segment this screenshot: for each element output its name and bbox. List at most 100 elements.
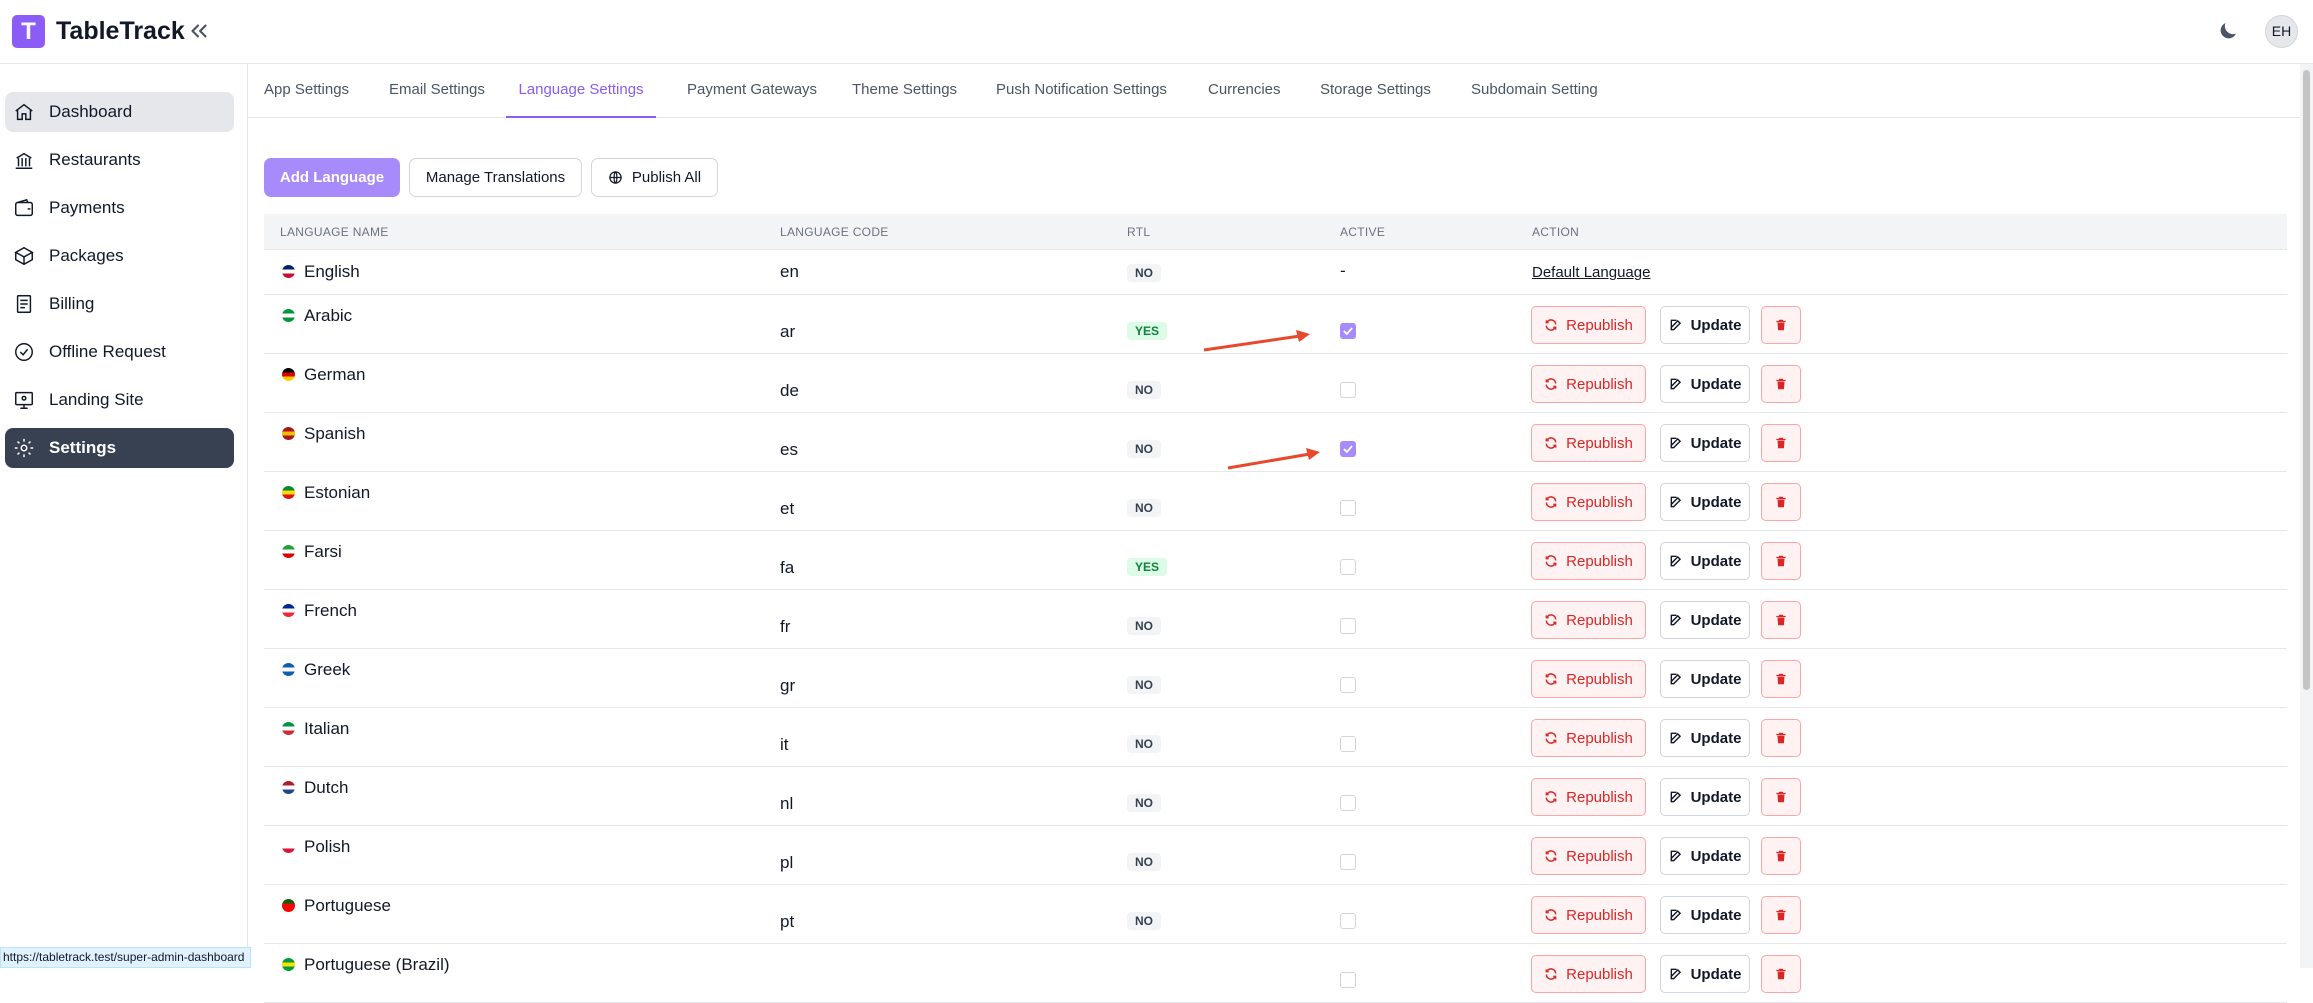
update-button[interactable]: Update	[1660, 955, 1750, 993]
publish-all-label: Publish All	[631, 169, 702, 186]
page-scrollbar[interactable]	[2300, 64, 2313, 968]
delete-button[interactable]	[1761, 837, 1801, 875]
language-name: Greek	[304, 660, 351, 679]
update-button[interactable]: Update	[1660, 719, 1750, 757]
republish-label: Republish	[1566, 493, 1633, 511]
default-language-link[interactable]: Default Language	[1532, 264, 1651, 281]
status-bar-url: https://tabletrack.test/super-admin-dash…	[0, 947, 252, 968]
rtl-badge: YES	[1127, 558, 1168, 576]
edit-icon	[1670, 555, 1681, 567]
delete-button[interactable]	[1761, 601, 1801, 639]
sidebar-item-packages[interactable]: Packages	[5, 236, 234, 276]
republish-button[interactable]: Republish	[1531, 365, 1646, 403]
scrollbar-thumb[interactable]	[2303, 70, 2310, 690]
sidebar-item-landing-site[interactable]: Landing Site	[5, 380, 234, 420]
publish-all-button[interactable]: Publish All	[591, 158, 718, 197]
sidebar-item-restaurants[interactable]: Restaurants	[5, 140, 234, 180]
tab-currencies[interactable]: Currencies	[1208, 81, 1281, 98]
republish-button[interactable]: Republish	[1531, 306, 1646, 344]
active-checkbox[interactable]	[1340, 913, 1356, 929]
edit-icon	[1670, 850, 1681, 862]
edit-icon	[1670, 968, 1681, 980]
active-checkbox[interactable]	[1340, 677, 1356, 693]
delete-button[interactable]	[1761, 365, 1801, 403]
trash-icon	[1776, 496, 1786, 508]
rtl-badge: NO	[1127, 440, 1161, 458]
republish-button[interactable]: Republish	[1531, 542, 1646, 580]
sidebar-item-label: Billing	[49, 294, 95, 313]
tab-push-notification-settings[interactable]: Push Notification Settings	[996, 81, 1167, 98]
delete-button[interactable]	[1761, 306, 1801, 344]
sidebar-item-dashboard[interactable]: Dashboard	[5, 92, 234, 132]
active-checkbox[interactable]	[1340, 795, 1356, 811]
active-checkbox[interactable]	[1340, 382, 1356, 398]
republish-button[interactable]: Republish	[1531, 778, 1646, 816]
chevrons-left-icon[interactable]	[186, 18, 212, 44]
update-button[interactable]: Update	[1660, 896, 1750, 934]
republish-button[interactable]: Republish	[1531, 601, 1646, 639]
refresh-icon	[1545, 968, 1557, 980]
tab-language-settings[interactable]: Language Settings	[506, 64, 656, 118]
delete-button[interactable]	[1761, 660, 1801, 698]
tab-app-settings[interactable]: App Settings	[264, 81, 350, 98]
delete-button[interactable]	[1761, 483, 1801, 521]
active-checkbox[interactable]	[1340, 441, 1356, 457]
update-button[interactable]: Update	[1660, 778, 1750, 816]
sidebar-item-payments[interactable]: Payments	[5, 188, 234, 228]
update-button[interactable]: Update	[1660, 837, 1750, 875]
republish-button[interactable]: Republish	[1531, 424, 1646, 462]
tab-payment-gateways[interactable]: Payment Gateways	[687, 81, 818, 98]
refresh-icon	[1545, 319, 1557, 331]
manage-translations-button[interactable]: Manage Translations	[409, 158, 582, 197]
sidebar-item-settings[interactable]: Settings	[5, 428, 234, 468]
sidebar-item-label: Dashboard	[49, 102, 133, 121]
delete-button[interactable]	[1761, 778, 1801, 816]
edit-icon	[1670, 732, 1681, 744]
republish-button[interactable]: Republish	[1531, 660, 1646, 698]
update-label: Update	[1690, 493, 1742, 511]
update-button[interactable]: Update	[1660, 306, 1750, 344]
update-button[interactable]: Update	[1660, 601, 1750, 639]
delete-button[interactable]	[1761, 424, 1801, 462]
active-checkbox[interactable]	[1340, 854, 1356, 870]
sidebar-item-offline-request[interactable]: Offline Request	[5, 332, 234, 372]
active-checkbox[interactable]	[1340, 972, 1356, 988]
trash-icon	[1776, 378, 1786, 390]
update-button[interactable]: Update	[1660, 483, 1750, 521]
language-name: Farsi	[304, 542, 342, 561]
update-button[interactable]: Update	[1660, 660, 1750, 698]
update-button[interactable]: Update	[1660, 424, 1750, 462]
tab-email-settings[interactable]: Email Settings	[389, 81, 485, 98]
sidebar-item-billing[interactable]: Billing	[5, 284, 234, 324]
tab-subdomain-setting[interactable]: Subdomain Setting	[1471, 81, 1598, 98]
app-title[interactable]: TableTrack	[56, 17, 185, 45]
update-button[interactable]: Update	[1660, 365, 1750, 403]
rtl-badge: NO	[1127, 499, 1161, 517]
avatar[interactable]: EH	[2265, 15, 2298, 48]
republish-button[interactable]: Republish	[1531, 896, 1646, 934]
active-checkbox[interactable]	[1340, 559, 1356, 575]
active-checkbox[interactable]	[1340, 618, 1356, 634]
republish-button[interactable]: Republish	[1531, 719, 1646, 757]
republish-button[interactable]: Republish	[1531, 483, 1646, 521]
moon-icon[interactable]	[2216, 19, 2240, 43]
active-checkbox[interactable]	[1340, 500, 1356, 516]
header-action: ACTION	[1532, 225, 1580, 239]
active-checkbox[interactable]	[1340, 323, 1356, 339]
flag-icon	[282, 309, 295, 322]
republish-label: Republish	[1566, 906, 1633, 924]
delete-button[interactable]	[1761, 542, 1801, 580]
delete-button[interactable]	[1761, 719, 1801, 757]
tab-storage-settings[interactable]: Storage Settings	[1320, 81, 1431, 98]
app-logo[interactable]: T	[12, 15, 45, 48]
language-code: ar	[780, 322, 796, 341]
tab-theme-settings[interactable]: Theme Settings	[852, 81, 958, 98]
delete-button[interactable]	[1761, 896, 1801, 934]
delete-button[interactable]	[1761, 955, 1801, 993]
republish-button[interactable]: Republish	[1531, 955, 1646, 993]
update-button[interactable]: Update	[1660, 542, 1750, 580]
table-row: Polish pl NO Republish Update	[264, 826, 2287, 885]
active-checkbox[interactable]	[1340, 736, 1356, 752]
republish-button[interactable]: Republish	[1531, 837, 1646, 875]
add-language-button[interactable]: Add Language	[264, 158, 400, 197]
